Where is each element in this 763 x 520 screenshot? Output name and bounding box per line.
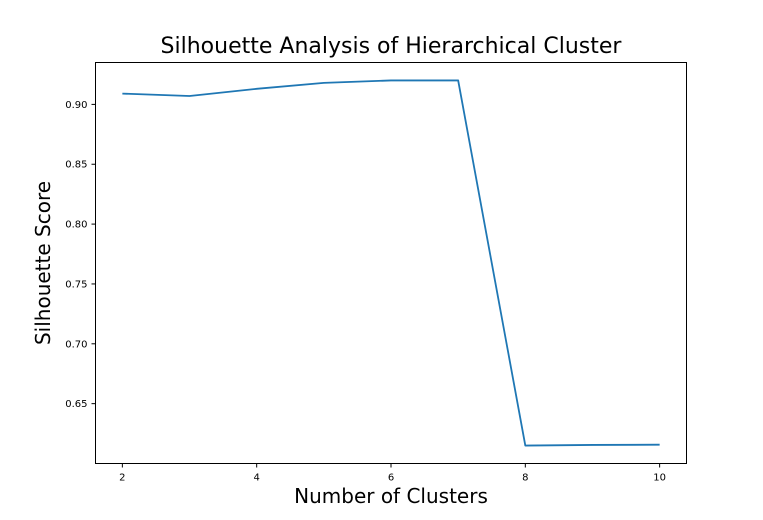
x-axis: 2 4 6 8 10 bbox=[119, 463, 666, 484]
x-tick-label: 6 bbox=[388, 473, 394, 484]
y-axis-label: Silhouette Score bbox=[31, 181, 55, 345]
x-tick-label: 8 bbox=[522, 473, 528, 484]
y-tick-label: 0.80 bbox=[65, 220, 87, 231]
y-tick-label: 0.90 bbox=[65, 100, 87, 111]
chart-title: Silhouette Analysis of Hierarchical Clus… bbox=[161, 34, 623, 59]
y-tick-label: 0.65 bbox=[65, 399, 87, 410]
series-layer bbox=[122, 79, 660, 447]
x-tick-label: 4 bbox=[253, 473, 259, 484]
series-line bbox=[122, 79, 660, 447]
y-tick-label: 0.85 bbox=[65, 160, 87, 171]
y-tick-label: 0.70 bbox=[65, 339, 87, 350]
x-tick-label: 2 bbox=[119, 473, 125, 484]
y-axis: 0.65 0.70 0.75 0.80 0.85 0.90 bbox=[65, 100, 96, 410]
y-tick-label: 0.75 bbox=[65, 279, 87, 290]
x-tick-label: 10 bbox=[653, 473, 666, 484]
x-axis-label: Number of Clusters bbox=[294, 484, 488, 508]
plot-frame bbox=[95, 62, 687, 464]
